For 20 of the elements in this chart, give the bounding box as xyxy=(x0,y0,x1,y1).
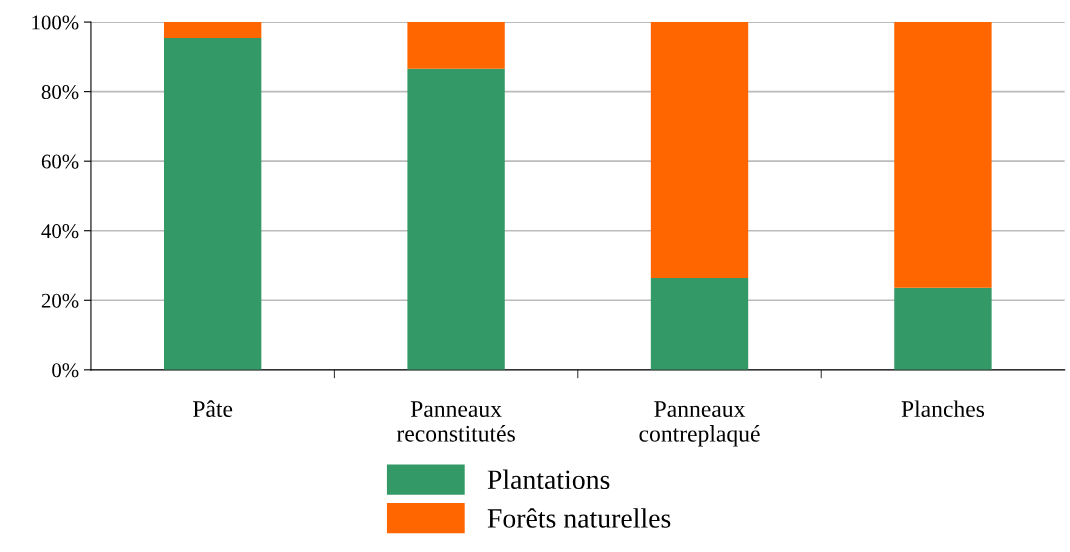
legend-label: Plantations xyxy=(487,469,610,490)
x-tick-label: Pâte xyxy=(193,400,233,418)
y-tick-label: 20% xyxy=(41,293,79,308)
y-tick-label: 80% xyxy=(41,85,79,100)
legend-label: Forêts naturelles xyxy=(487,508,671,528)
y-tick-label: 60% xyxy=(41,154,79,169)
y-tick-label: 40% xyxy=(41,224,79,239)
bar xyxy=(894,22,992,288)
bar xyxy=(163,38,262,370)
bar xyxy=(163,22,262,39)
bar xyxy=(407,68,505,370)
x-tick-label: Panneaux reconstitutés xyxy=(396,401,515,442)
bar xyxy=(650,278,749,370)
y-tick-label: 0% xyxy=(52,363,79,378)
bar xyxy=(650,22,749,279)
x-tick-label: Panneaux contreplaqué xyxy=(639,401,760,447)
bar xyxy=(894,287,992,370)
bar xyxy=(407,22,505,69)
y-tick-label: 100% xyxy=(32,15,79,30)
x-tick-label: Planches xyxy=(901,400,985,418)
